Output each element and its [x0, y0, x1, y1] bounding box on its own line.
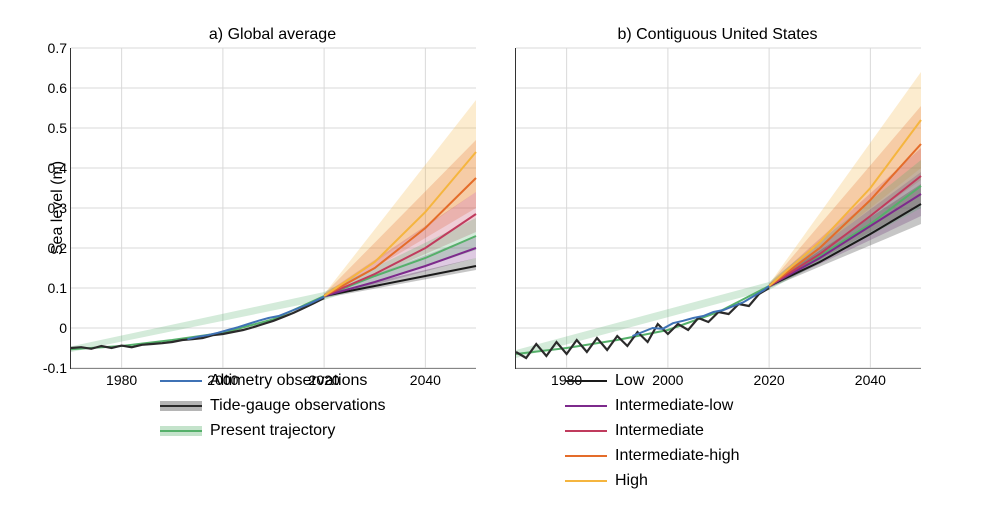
panel-title: b) Contiguous United States — [515, 26, 920, 44]
panels-container: a) Global average -0.100.10.20.30.40.50.6… — [70, 28, 920, 378]
plot-area: -0.100.10.20.30.40.50.60.7Sea level (m)1… — [70, 48, 476, 369]
legend-label: High — [615, 472, 648, 490]
figure: { "layout":{ "figure_w":986,"figure_h":5… — [0, 0, 986, 517]
legend-swatch — [565, 449, 607, 463]
ytick-label: -0.1 — [43, 360, 71, 376]
ytick-label: 0.5 — [48, 120, 71, 136]
legend-swatch — [160, 374, 202, 388]
ytick-label: 0 — [59, 320, 71, 336]
panel-title: a) Global average — [70, 26, 475, 44]
xtick-label: 1980 — [106, 368, 137, 388]
xtick-label: 2020 — [754, 368, 785, 388]
ytick-label: 0.6 — [48, 80, 71, 96]
legend-label: Altimetry observations — [210, 372, 367, 390]
xtick-label: 2040 — [410, 368, 441, 388]
panel-a: a) Global average -0.100.10.20.30.40.50.6… — [70, 28, 475, 378]
legend-item: Intermediate-low — [565, 395, 740, 417]
legend-label: Intermediate-high — [615, 447, 740, 465]
legend-label: Intermediate — [615, 422, 704, 440]
legend-label: Present trajectory — [210, 422, 335, 440]
legend-item: Tide-gauge observations — [160, 395, 386, 417]
legend-label: Tide-gauge observations — [210, 397, 386, 415]
legend-swatch — [160, 424, 202, 438]
legend-swatch — [565, 374, 607, 388]
legend-item: Altimetry observations — [160, 370, 386, 392]
y-axis-label: Sea level (m) — [49, 161, 67, 255]
xtick-label: 2040 — [855, 368, 886, 388]
panel-b: b) Contiguous United States 1980200020202… — [515, 28, 920, 378]
legend-swatch — [565, 424, 607, 438]
ytick-label: 0.7 — [48, 40, 71, 56]
legend-item: Intermediate — [565, 420, 740, 442]
legend-left: Altimetry observations Tide-gauge observa… — [160, 370, 386, 442]
legend-right: Low Intermediate-low Intermediate Intermedi… — [565, 370, 740, 492]
legend-label: Intermediate-low — [615, 397, 733, 415]
legend-item: Present trajectory — [160, 420, 386, 442]
legend-swatch — [565, 474, 607, 488]
legend-swatch — [160, 399, 202, 413]
legend-item: Intermediate-high — [565, 445, 740, 467]
legend-item: Low — [565, 370, 740, 392]
legend-label: Low — [615, 372, 644, 390]
legend-item: High — [565, 470, 740, 492]
legend-swatch — [565, 399, 607, 413]
ytick-label: 0.1 — [48, 280, 71, 296]
plot-area: 1980200020202040 — [515, 48, 921, 369]
